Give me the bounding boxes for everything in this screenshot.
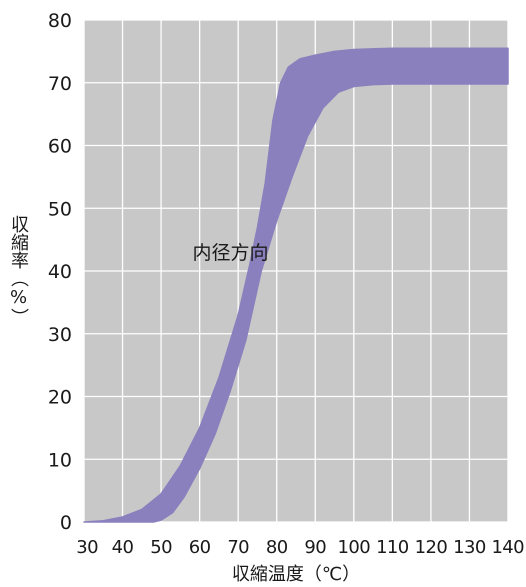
x-tick-label: 140 xyxy=(491,537,524,558)
x-tick-label: 80 xyxy=(266,537,288,558)
x-axis-label: 収縮温度（℃） xyxy=(232,564,360,585)
y-tick-label: 10 xyxy=(48,449,72,471)
y-tick-label: 50 xyxy=(48,198,72,220)
x-tick-label: 130 xyxy=(453,537,486,558)
y-tick-label: 0 xyxy=(60,512,72,534)
shrinkage-band-area xyxy=(83,47,509,523)
y-tick-label: 60 xyxy=(48,136,72,158)
annotations: 内径方向 xyxy=(192,242,268,264)
x-tick-label: 110 xyxy=(376,537,409,558)
x-tick-label: 120 xyxy=(415,537,448,558)
y-tick-label: 70 xyxy=(48,73,72,95)
y-tick-label: 80 xyxy=(48,10,72,32)
x-tick-label: 30 xyxy=(76,537,98,558)
y-tick-label: 40 xyxy=(48,261,72,283)
x-tick-label: 40 xyxy=(112,537,134,558)
x-tick-label: 90 xyxy=(304,537,326,558)
x-tick-labels: 30 40 50 60 70 80 90 100 110 120 130 140 xyxy=(76,537,524,558)
y-tick-labels: 0 10 20 30 40 50 60 70 80 xyxy=(48,10,72,534)
y-axis-label: 収縮率（%） xyxy=(8,215,29,326)
x-tick-label: 60 xyxy=(189,537,211,558)
x-tick-label: 50 xyxy=(150,537,172,558)
x-tick-label: 100 xyxy=(338,537,371,558)
y-tick-label: 30 xyxy=(48,324,72,346)
y-tick-label: 20 xyxy=(48,387,72,409)
annotation-label: 内径方向 xyxy=(192,242,268,264)
x-tick-label: 70 xyxy=(227,537,249,558)
